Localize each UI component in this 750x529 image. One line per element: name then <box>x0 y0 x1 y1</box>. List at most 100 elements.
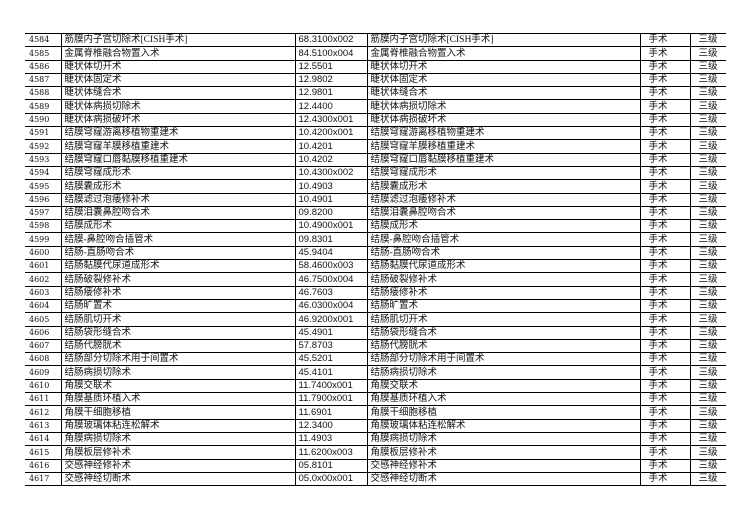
procedure-code-cell: 10.4300x002 <box>294 165 368 181</box>
procedure-level-cell: 三级 <box>689 352 726 367</box>
procedure-code-cell: 12.4400 <box>294 99 368 114</box>
procedure-code-cell: 10.4900x001 <box>294 219 368 234</box>
procedure-type-cell: 手术 <box>639 405 691 420</box>
row-id-cell: 4585 <box>25 46 62 61</box>
table-row: 4600 结肠-直肠吻合术 45.9404 结肠-直肠吻合术 手术 三级 <box>25 245 726 261</box>
procedure-type-cell: 手术 <box>639 458 691 473</box>
procedure-type-cell: 手术 <box>639 445 691 460</box>
procedure-level-cell: 三级 <box>689 272 726 287</box>
procedure-name-ref-cell: 结膜穹窿羊膜移植重建术 <box>366 139 641 154</box>
table-row: 4601 结肠黏膜代尿道成形术 58.4600x003 结肠黏膜代尿道成形术 手术 三级 <box>25 259 726 274</box>
procedure-name-ref-cell: 结膜滤过泡瘘修补术 <box>366 192 641 207</box>
procedure-level-cell: 三级 <box>689 458 726 473</box>
row-id-cell: 4604 <box>25 298 62 314</box>
procedure-code-cell: 10.4200x001 <box>294 126 368 141</box>
procedure-name-cell: 结膜泪囊鼻腔吻合术 <box>60 205 296 221</box>
procedure-code-cell: 45.5201 <box>294 352 368 367</box>
procedure-name-ref-cell: 结肠病损切除术 <box>366 365 641 380</box>
table-row: 4598 结膜成形术 10.4900x001 结膜成形术 手术 三级 <box>25 219 726 234</box>
table-row: 4584 筋膜内子宫切除术[CISH手术] 68.3100x002 筋膜内子宫切除术[… <box>25 32 726 48</box>
row-id-cell: 4601 <box>25 259 62 274</box>
procedure-name-cell: 结膜穹窿羊膜移植重建术 <box>60 139 296 154</box>
procedure-name-ref-cell: 角膜干细胞移植 <box>366 405 641 420</box>
procedure-code-cell: 09.8200 <box>294 205 368 221</box>
procedure-type-cell: 手术 <box>639 325 691 340</box>
procedure-code-cell: 45.4901 <box>294 325 368 340</box>
procedure-name-cell: 结肠旷置术 <box>60 298 296 314</box>
procedure-name-ref-cell: 结膜成形术 <box>366 219 641 234</box>
procedure-type-cell: 手术 <box>639 32 691 48</box>
table-row: 4587 睫状体固定术 12.9802 睫状体固定术 手术 三级 <box>25 72 726 88</box>
procedure-name-cell: 结肠破裂修补术 <box>60 272 296 287</box>
procedure-level-cell: 三级 <box>689 46 726 61</box>
procedure-level-cell: 三级 <box>689 112 726 128</box>
procedure-name-cell: 睫状体固定术 <box>60 72 296 88</box>
procedure-type-cell: 手术 <box>639 378 691 394</box>
procedure-name-ref-cell: 结膜-鼻腔吻合插管术 <box>366 232 641 247</box>
procedure-code-cell: 05.0x00x001 <box>294 471 368 487</box>
table-row: 4585 金属脊椎融合物置入术 84.5100x004 金属脊椎融合物置入术 手术 三级 <box>25 46 726 61</box>
procedure-type-cell: 手术 <box>639 471 691 487</box>
procedure-name-ref-cell: 金属脊椎融合物置入术 <box>366 46 641 61</box>
procedure-name-cell: 睫状体病损破坏术 <box>60 112 296 128</box>
row-id-cell: 4610 <box>25 378 62 394</box>
procedure-name-ref-cell: 角膜交联术 <box>366 378 641 394</box>
procedure-code-cell: 11.6200x003 <box>294 445 368 460</box>
procedure-name-cell: 角膜板层修补术 <box>60 445 296 460</box>
procedure-type-cell: 手术 <box>639 338 691 354</box>
procedure-code-cell: 10.4903 <box>294 179 368 194</box>
procedure-name-ref-cell: 结肠肌切开术 <box>366 312 641 327</box>
procedure-level-cell: 三级 <box>689 325 726 340</box>
procedure-name-cell: 金属脊椎融合物置入术 <box>60 46 296 61</box>
procedure-name-cell: 筋膜内子宫切除术[CISH手术] <box>60 32 296 48</box>
row-id-cell: 4595 <box>25 179 62 194</box>
procedure-level-cell: 三级 <box>689 126 726 141</box>
row-id-cell: 4600 <box>25 245 62 261</box>
procedure-level-cell: 三级 <box>689 392 726 407</box>
procedure-type-cell: 手术 <box>639 259 691 274</box>
procedure-name-cell: 角膜基质环植入术 <box>60 392 296 407</box>
procedure-code-cell: 12.4300x001 <box>294 112 368 128</box>
procedure-level-cell: 三级 <box>689 32 726 48</box>
procedure-level-cell: 三级 <box>689 205 726 221</box>
procedure-code-cell: 45.4101 <box>294 365 368 380</box>
procedure-name-ref-cell: 结膜穹窿成形术 <box>366 165 641 181</box>
procedure-name-cell: 交感神经修补术 <box>60 458 296 473</box>
procedure-type-cell: 手术 <box>639 219 691 234</box>
row-id-cell: 4607 <box>25 338 62 354</box>
procedure-code-cell: 46.7500x004 <box>294 272 368 287</box>
procedure-name-ref-cell: 睫状体病损切除术 <box>366 99 641 114</box>
procedure-code-cell: 10.4901 <box>294 192 368 207</box>
procedure-name-cell: 角膜干细胞移植 <box>60 405 296 420</box>
table-row: 4607 结肠代膀胱术 57.8703 结肠代膀胱术 手术 三级 <box>25 338 726 354</box>
table-row: 4602 结肠破裂修补术 46.7500x004 结肠破裂修补术 手术 三级 <box>25 272 726 287</box>
procedure-name-cell: 睫状体切开术 <box>60 59 296 74</box>
procedure-name-ref-cell: 结肠代膀胱术 <box>366 338 641 354</box>
row-id-cell: 4602 <box>25 272 62 287</box>
procedure-type-cell: 手术 <box>639 126 691 141</box>
procedure-level-cell: 三级 <box>689 431 726 447</box>
procedure-type-cell: 手术 <box>639 418 691 433</box>
table-row: 4605 结肠肌切开术 46.9200x001 结肠肌切开术 手术 三级 <box>25 312 726 327</box>
table-body: 4584 筋膜内子宫切除术[CISH手术] 68.3100x002 筋膜内子宫切除术[… <box>25 32 726 487</box>
procedure-code-cell: 46.7603 <box>294 285 368 300</box>
procedure-name-ref-cell: 睫状体固定术 <box>366 72 641 88</box>
procedure-type-cell: 手术 <box>639 165 691 181</box>
procedure-name-cell: 结肠代膀胱术 <box>60 338 296 354</box>
procedure-level-cell: 三级 <box>689 405 726 420</box>
procedure-name-ref-cell: 角膜基质环植入术 <box>366 392 641 407</box>
procedure-code-cell: 12.3400 <box>294 418 368 433</box>
procedure-name-cell: 结膜穹窿口唇黏膜移植重建术 <box>60 152 296 167</box>
procedure-type-cell: 手术 <box>639 99 691 114</box>
row-id-cell: 4593 <box>25 152 62 167</box>
procedure-type-cell: 手术 <box>639 152 691 167</box>
row-id-cell: 4598 <box>25 219 62 234</box>
row-id-cell: 4596 <box>25 192 62 207</box>
row-id-cell: 4591 <box>25 126 62 141</box>
procedure-level-cell: 三级 <box>689 192 726 207</box>
procedure-type-cell: 手术 <box>639 352 691 367</box>
table-row: 4592 结膜穹窿羊膜移植重建术 10.4201 结膜穹窿羊膜移植重建术 手术 三级 <box>25 139 726 154</box>
table-row: 4610 角膜交联术 11.7400x001 角膜交联术 手术 三级 <box>25 378 726 394</box>
procedure-code-cell: 12.5501 <box>294 59 368 74</box>
procedure-level-cell: 三级 <box>689 165 726 181</box>
